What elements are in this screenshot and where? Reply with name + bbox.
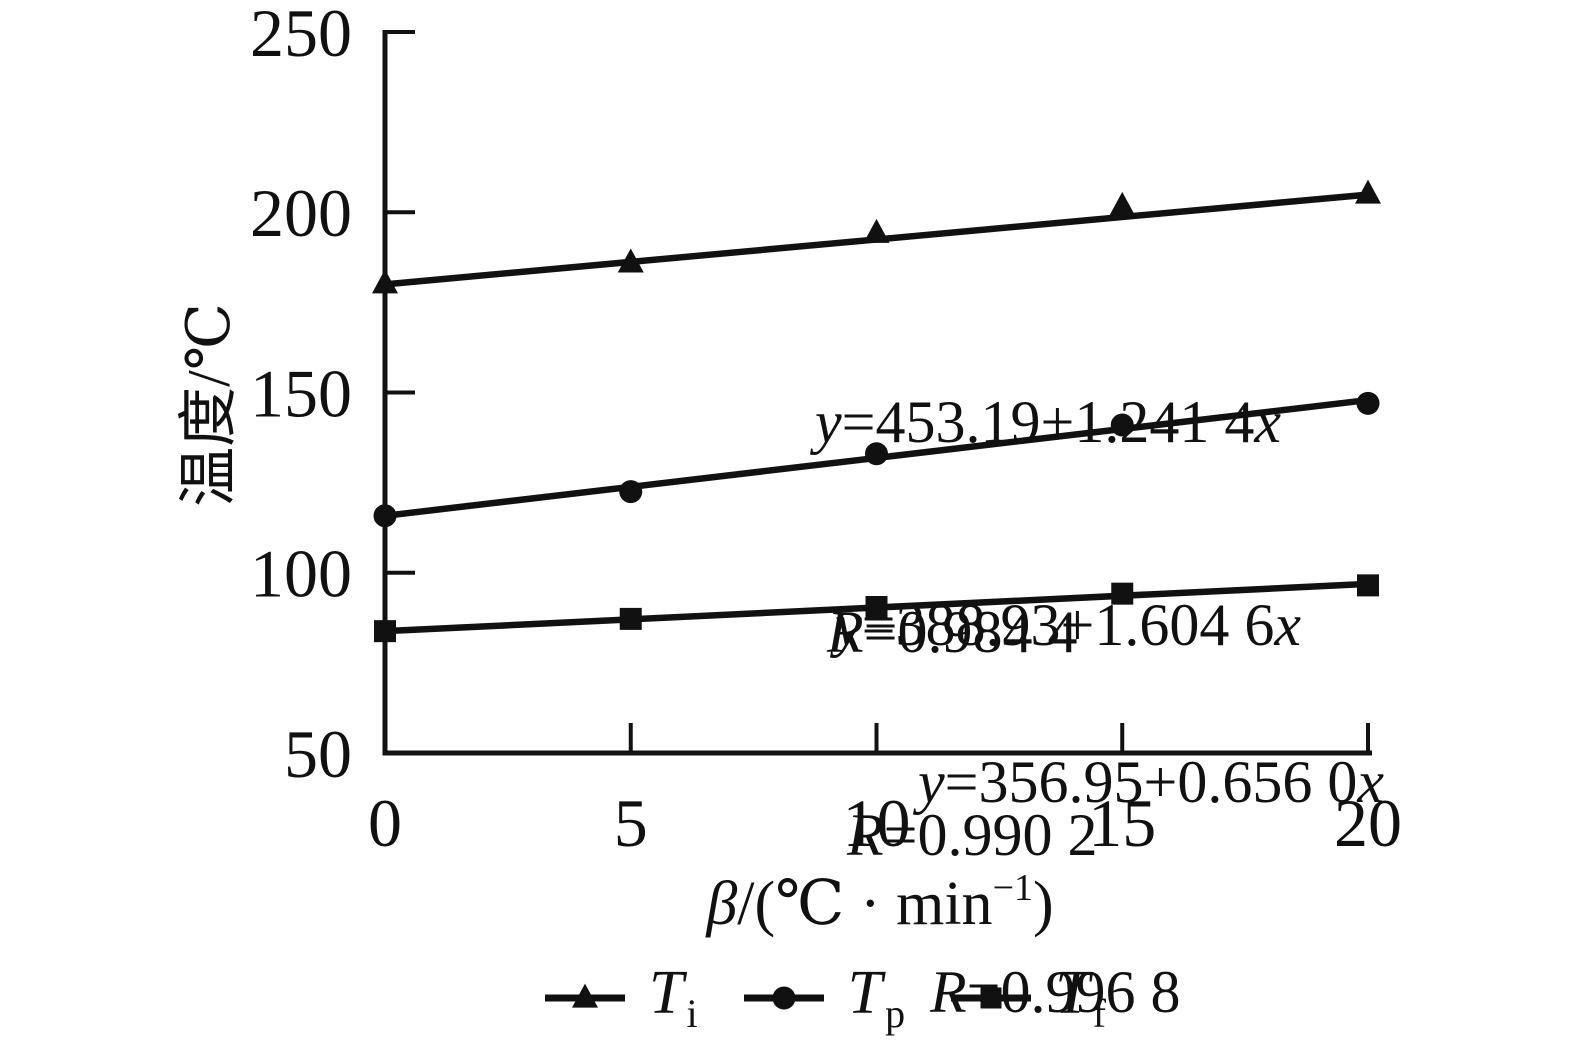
x-axis-title-close: ) bbox=[1033, 870, 1054, 938]
tp-equation-line: y=388.93+1.604 6x bbox=[835, 592, 1301, 658]
x-axis-title-exponent: −1 bbox=[992, 867, 1033, 909]
tp-correlation-line: R=0.990 2 bbox=[847, 802, 1098, 868]
tf-equation-annotation: y=356.95+0.656 0x R=0.996 8 bbox=[918, 607, 1384, 1057]
tf-correlation-line: R=0.996 8 bbox=[930, 959, 1181, 1025]
x-tick-label: 5 bbox=[614, 785, 648, 861]
x-axis-title-unit: /(℃ · min bbox=[737, 870, 993, 938]
x-axis-title-beta: β bbox=[706, 870, 738, 938]
x-tick-label: 20 bbox=[1334, 785, 1402, 861]
ti-equation-line: y=453.19+1.241 4x bbox=[815, 389, 1281, 455]
y-tick-label: 100 bbox=[250, 536, 352, 612]
data-point-tp-circle bbox=[865, 442, 888, 466]
ti-correlation-line: R=0.984 4 bbox=[827, 599, 1078, 665]
legend-square-marker-icon bbox=[951, 981, 1032, 1015]
y-tick-label: 150 bbox=[250, 355, 352, 431]
x-tick-label: 10 bbox=[843, 785, 911, 861]
legend-triangle-marker-icon bbox=[545, 981, 625, 1015]
tp-equation-annotation: y=388.93+1.604 6x R=0.990 2 bbox=[835, 450, 1301, 1010]
data-point-ti-triangle bbox=[863, 218, 890, 243]
legend-item-tf: Tf bbox=[951, 958, 1106, 1037]
data-point-tp-circle bbox=[373, 504, 397, 528]
y-tick-label: 250 bbox=[250, 0, 352, 71]
legend-label-tp: Tp bbox=[847, 959, 906, 1036]
data-point-tf-square bbox=[1357, 574, 1379, 597]
y-tick-label: 50 bbox=[284, 716, 352, 792]
ti-equation-annotation: y=453.19+1.241 4x R=0.984 4 bbox=[815, 247, 1281, 807]
data-point-tp-circle bbox=[619, 480, 643, 504]
legend-label-tf: Tf bbox=[1055, 959, 1106, 1036]
data-point-tf-square bbox=[619, 607, 642, 630]
x-tick-label: 15 bbox=[1088, 785, 1156, 861]
x-tick-label: 0 bbox=[368, 785, 402, 861]
legend-label-ti: Ti bbox=[649, 959, 698, 1036]
data-point-tf-square bbox=[1111, 582, 1134, 605]
data-point-tf-square bbox=[865, 595, 888, 618]
data-point-ti-triangle bbox=[617, 248, 644, 273]
legend-item-ti: Ti bbox=[545, 958, 698, 1037]
legend-item-tp: Tp bbox=[743, 958, 906, 1037]
data-point-tp-circle bbox=[1356, 391, 1380, 415]
y-tick-label: 200 bbox=[250, 175, 352, 251]
data-point-ti-triangle bbox=[372, 269, 398, 294]
data-point-tf-square bbox=[374, 620, 396, 643]
data-point-ti-triangle bbox=[1355, 179, 1381, 204]
x-axis-title: β/(℃ · min−1) bbox=[580, 866, 1180, 940]
legend: Ti Tp Tf bbox=[545, 958, 1106, 1037]
y-axis-title: 温度/℃ bbox=[176, 303, 242, 507]
legend-circle-marker-icon bbox=[743, 981, 824, 1015]
data-point-ti-triangle bbox=[1109, 191, 1136, 216]
data-point-tp-circle bbox=[1110, 413, 1134, 437]
tf-equation-line: y=356.95+0.656 0x bbox=[918, 749, 1384, 815]
